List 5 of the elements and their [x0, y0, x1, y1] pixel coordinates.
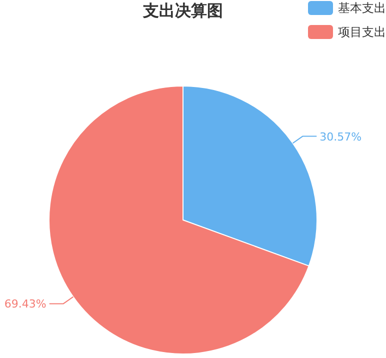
data-label: 30.57%: [320, 130, 362, 144]
data-label: 69.43%: [4, 298, 46, 311]
legend-label: 项目支出: [338, 25, 386, 39]
legend-label: 基本支出: [338, 1, 386, 15]
chart-title: 支出决算图: [142, 1, 223, 20]
